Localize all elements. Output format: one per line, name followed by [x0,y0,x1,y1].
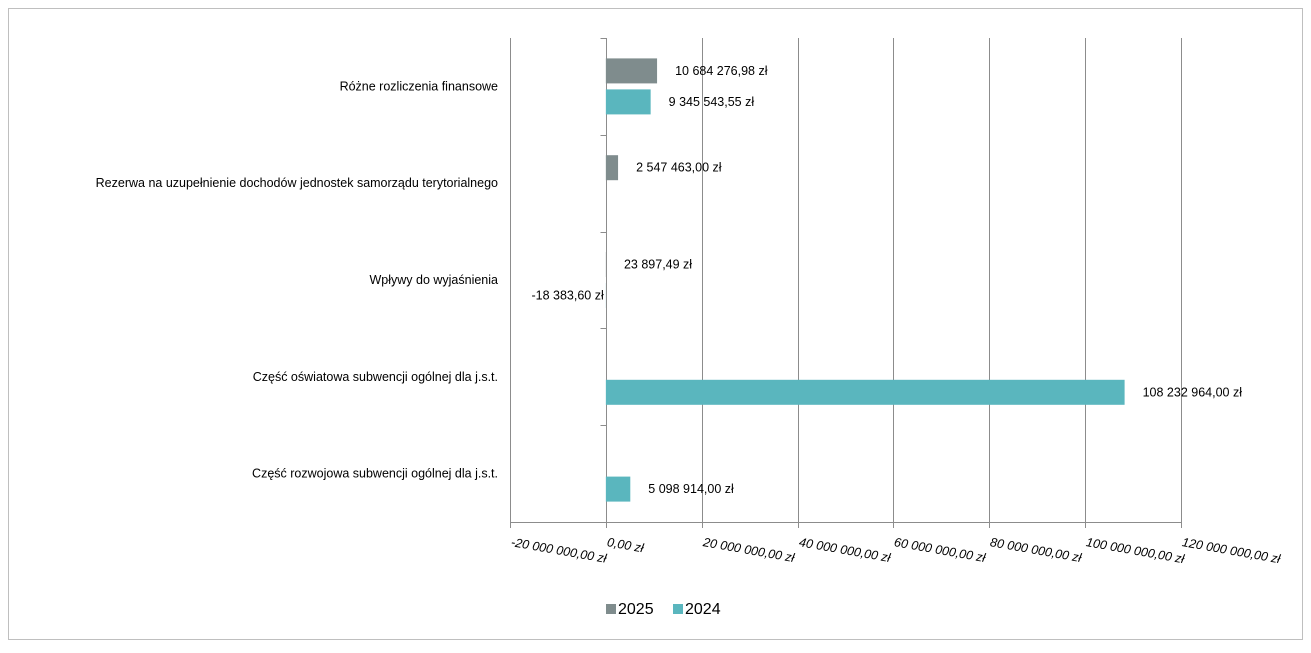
bar-2025 [606,155,618,180]
data-label: 2 547 463,00 zł [636,161,722,175]
bar-2024 [606,380,1125,405]
bar-2024 [606,477,630,502]
legend-swatch-2024 [673,604,683,614]
category-label: Różne rozliczenia finansowe [340,79,498,93]
data-label: -18 383,60 zł [531,289,603,303]
data-label: 108 232 964,00 zł [1143,385,1243,399]
data-label: 23 897,49 zł [624,258,692,272]
data-label: 9 345 543,55 zł [669,95,755,109]
legend-label: 2025 [618,601,654,618]
category-label: Wpływy do wyjaśnienia [369,273,498,287]
bar-2024 [606,89,651,114]
category-label: Część rozwojowa subwencji ogólnej dla j.… [252,467,498,481]
category-label: Część oświatowa subwencji ogólnej dla j.… [253,370,498,384]
category-label: Rezerwa na uzupełnienie dochodów jednost… [96,176,498,190]
bar-2025 [606,58,657,83]
data-label: 5 098 914,00 zł [648,482,734,496]
legend-swatch-2025 [606,604,616,614]
data-label: 10 684 276,98 zł [675,64,768,78]
legend-label: 2024 [685,601,721,618]
